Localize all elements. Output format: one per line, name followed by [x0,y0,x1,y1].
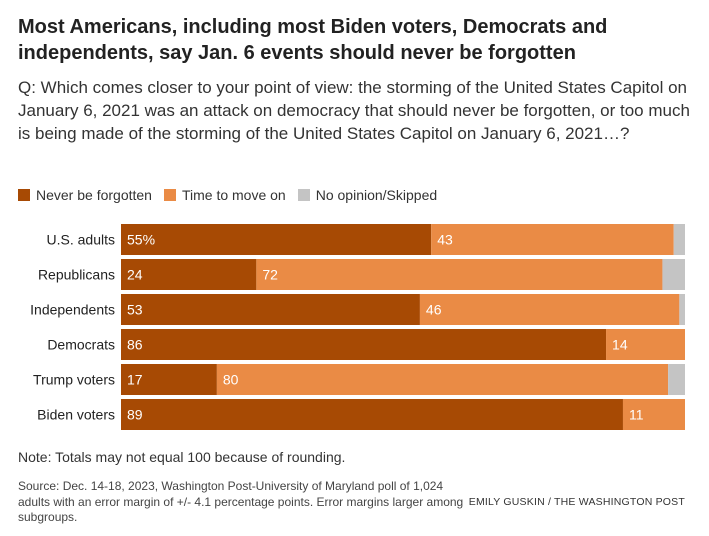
bar-segment-no-opinion-skipped [662,259,685,290]
bar-segment-never-be-forgotten [121,364,217,395]
data-label: 86 [127,337,143,353]
data-label: 53 [127,302,143,318]
bar-row-u-s-adults: U.S. adults 55% 43 [47,224,685,255]
bar-segment-time-to-move-on [431,224,674,255]
data-label: 11 [629,407,644,423]
data-label: 14 [612,337,628,353]
legend: Never be forgotten Time to move on No op… [18,187,449,203]
category-label: U.S. adults [47,232,115,248]
bar-row-biden-voters: Biden voters 89 11 [37,399,685,430]
bar-row-independents: Independents 53 46 [30,294,685,325]
category-label: Democrats [47,337,115,353]
bar-segment-never-be-forgotten [121,329,607,360]
legend-swatch-never-forgotten [18,189,30,201]
category-label: Biden voters [37,407,115,423]
bar-segment-time-to-move-on [216,364,669,395]
data-label: 24 [127,267,143,283]
chart-title: Most Americans, including most Biden vot… [18,16,608,64]
legend-label-never-forgotten: Never be forgotten [36,187,152,203]
data-label: 80 [223,372,239,388]
bar-segment-never-be-forgotten [121,224,432,255]
legend-label-move-on: Time to move on [181,187,286,203]
legend-swatch-no-opinion [297,189,310,201]
category-label: Trump voters [33,372,115,388]
note-text: Note: Totals may not equal 100 because o… [18,449,346,465]
bar-row-trump-voters: Trump voters 17 80 [33,364,685,395]
bar-segment-no-opinion-skipped [673,224,685,255]
credit-text: EMILY GUSKIN / THE WASHINGTON POST [468,496,685,508]
bar-segment-time-to-move-on [256,259,663,290]
stacked-bar-chart: U.S. adults 55% 43 Republicans 24 72 Independe… [30,224,685,430]
bar-segment-time-to-move-on [419,294,680,325]
legend-label-no-opinion: No opinion/Skipped [315,187,438,203]
data-label: 17 [127,372,143,388]
category-label: Independents [30,302,115,318]
source-text: Source: Dec. 14-18, 2023, Washington Pos… [18,479,464,524]
legend-item-move-on: Time to move on [163,187,286,203]
bar-row-democrats: Democrats 86 14 [47,329,685,360]
bar-segment-time-to-move-on [606,329,685,360]
data-label: 43 [437,232,453,248]
legend-swatch-move-on [163,189,176,201]
data-label: 72 [262,267,278,283]
data-label: 55% [127,232,155,248]
survey-question: Q: Which comes closer to your point of v… [18,78,690,143]
bar-segment-never-be-forgotten [121,399,623,430]
data-label: 89 [127,407,143,423]
bar-segment-time-to-move-on [622,399,685,430]
bar-segment-never-be-forgotten [121,259,257,290]
legend-item-no-opinion: No opinion/Skipped [297,187,438,203]
category-label: Republicans [38,267,115,283]
bar-segment-no-opinion-skipped [679,294,685,325]
bar-row-republicans: Republicans 24 72 [38,259,685,290]
bar-segment-no-opinion-skipped [668,364,685,395]
legend-item-never-forgotten: Never be forgotten [18,187,152,203]
bar-segment-never-be-forgotten [121,294,420,325]
data-label: 46 [426,302,442,318]
